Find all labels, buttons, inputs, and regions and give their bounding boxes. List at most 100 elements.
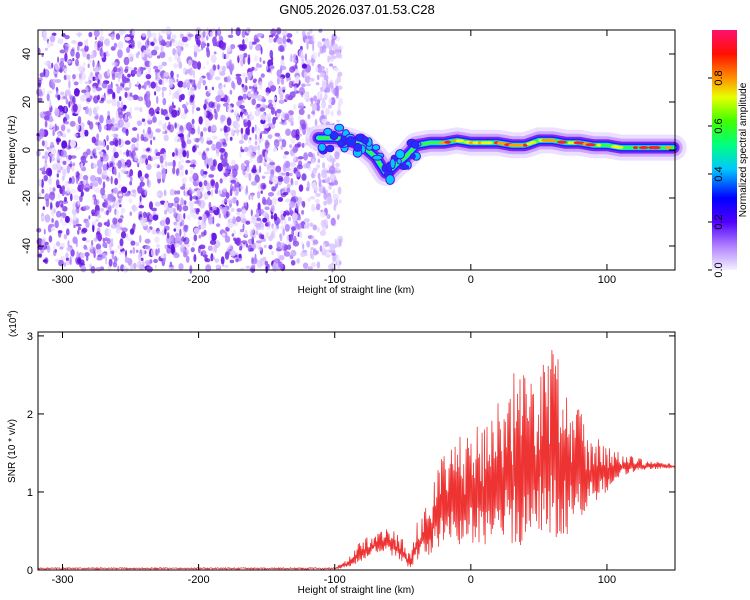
noise-blob xyxy=(49,186,52,193)
noise-blob xyxy=(330,55,338,59)
noise-blob xyxy=(286,234,290,244)
noise-blob xyxy=(312,158,316,165)
noise-blob xyxy=(311,103,317,111)
noise-blob xyxy=(325,249,332,253)
noise-blob xyxy=(283,175,290,184)
signal-peak xyxy=(472,141,481,145)
noise-blob xyxy=(144,188,147,196)
noise-blob xyxy=(147,113,152,122)
noise-blob xyxy=(102,241,108,248)
noise-blob xyxy=(256,156,261,164)
signal-blob xyxy=(317,142,327,152)
noise-blob xyxy=(274,132,281,137)
noise-blob xyxy=(137,40,142,50)
noise-blob xyxy=(309,79,312,83)
noise-blob xyxy=(325,87,331,93)
noise-blob xyxy=(251,98,256,106)
noise-blob xyxy=(249,247,254,252)
noise-blob xyxy=(214,101,218,107)
noise-blob xyxy=(331,252,336,256)
noise-blob xyxy=(79,65,84,75)
noise-blob xyxy=(270,85,277,92)
noise-blob xyxy=(59,57,66,62)
noise-blob xyxy=(124,36,131,41)
signal-peak xyxy=(651,146,661,150)
noise-blob xyxy=(204,119,210,128)
noise-blob xyxy=(248,172,252,182)
noise-blob xyxy=(175,45,182,50)
noise-blob xyxy=(113,255,118,265)
noise-blob xyxy=(59,216,64,224)
noise-blob xyxy=(253,82,258,88)
noise-blob xyxy=(172,92,175,100)
noise-blob xyxy=(49,35,56,43)
noise-blob xyxy=(328,82,334,89)
noise-blob xyxy=(118,138,122,146)
noise-blob xyxy=(117,265,120,273)
noise-blob xyxy=(195,33,198,43)
noise-blob xyxy=(207,245,213,251)
noise-blob xyxy=(185,248,189,253)
noise-blob xyxy=(323,74,329,81)
noise-blob xyxy=(236,76,242,86)
noise-blob xyxy=(316,74,320,81)
noise-blob xyxy=(246,149,253,157)
noise-blob xyxy=(93,67,100,73)
noise-blob xyxy=(159,40,163,46)
noise-blob xyxy=(117,78,120,83)
noise-blob xyxy=(233,230,236,235)
noise-blob xyxy=(185,255,190,263)
noise-blob xyxy=(189,94,194,103)
noise-blob xyxy=(323,169,326,175)
noise-blob xyxy=(203,171,208,175)
noise-blob xyxy=(335,198,339,206)
noise-blob xyxy=(51,62,54,68)
noise-blob xyxy=(188,128,191,138)
noise-blob xyxy=(308,153,314,158)
signal-peak xyxy=(551,139,557,143)
noise-blob xyxy=(62,131,66,139)
noise-blob xyxy=(93,198,98,206)
noise-blob xyxy=(247,139,251,144)
noise-blob xyxy=(183,212,186,220)
x-tick-label: -300 xyxy=(51,274,73,286)
noise-blob xyxy=(256,33,263,38)
noise-blob xyxy=(160,45,164,54)
noise-blob xyxy=(151,207,158,212)
noise-blob xyxy=(216,104,220,112)
colorbar-tick-label: 0.4 xyxy=(713,166,725,181)
noise-blob xyxy=(337,71,343,77)
noise-blob xyxy=(333,205,336,210)
noise-blob xyxy=(297,156,304,160)
noise-blob xyxy=(84,81,90,85)
x-tick-label: 100 xyxy=(598,274,616,286)
noise-blob xyxy=(96,210,100,215)
noise-blob xyxy=(317,172,321,180)
noise-blob xyxy=(96,87,102,92)
noise-blob xyxy=(84,106,89,115)
noise-blob xyxy=(85,38,89,47)
noise-blob xyxy=(125,128,129,136)
noise-blob xyxy=(122,83,125,88)
noise-blob xyxy=(101,41,104,47)
noise-blob xyxy=(240,127,244,134)
y-tick-label: 1 xyxy=(27,487,33,499)
noise-blob xyxy=(241,149,245,153)
noise-blob xyxy=(168,124,175,133)
noise-blob xyxy=(146,147,151,152)
spectrogram-y-label: Frequency (Hz) xyxy=(7,116,18,185)
noise-blob xyxy=(63,74,67,81)
noise-blob xyxy=(55,87,59,91)
noise-blob xyxy=(107,69,110,77)
noise-blob xyxy=(270,230,274,240)
noise-blob xyxy=(80,190,84,197)
noise-blob xyxy=(173,196,180,203)
noise-blob xyxy=(172,159,176,168)
signal-peak xyxy=(596,143,601,147)
noise-blob xyxy=(261,149,266,158)
noise-blob xyxy=(208,68,215,77)
noise-blob xyxy=(236,199,239,207)
noise-blob xyxy=(290,53,293,62)
